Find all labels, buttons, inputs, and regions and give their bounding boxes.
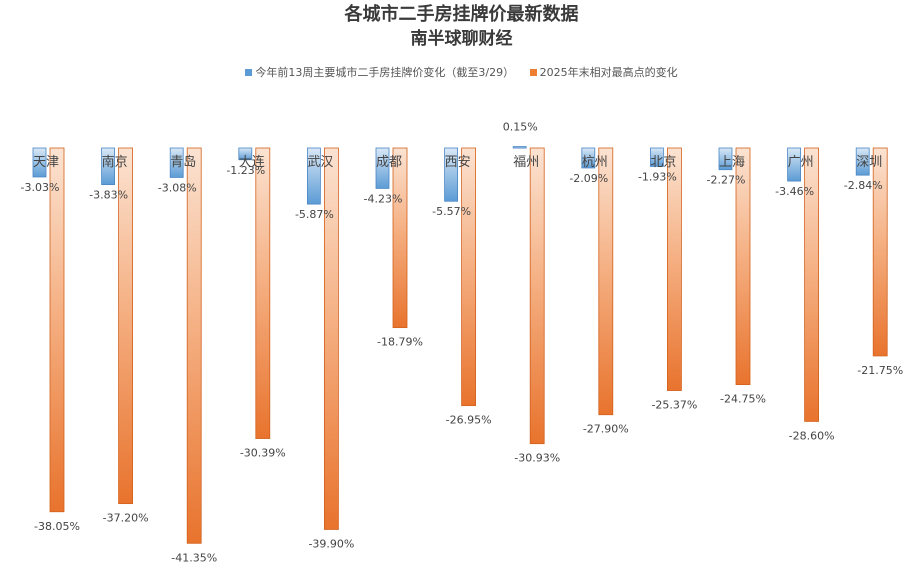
category-label-11: 广州 (788, 155, 814, 170)
bar-series-1-6 (444, 147, 459, 202)
data-label-series-2-5: -18.79% (377, 336, 423, 349)
chart-subtitle: 南半球聊财经 (410, 29, 513, 49)
bar-series-2-10 (735, 147, 751, 386)
data-label-series-1-12: -2.84% (844, 179, 883, 192)
data-label-series-2-1: -37.20% (103, 512, 149, 525)
data-label-series-1-9: -1.93% (638, 170, 677, 183)
data-label-series-2-9: -25.37% (651, 399, 697, 412)
category-label-4: 武汉 (307, 155, 333, 170)
legend-label-series-2: 2025年末相对最高点的变化 (539, 66, 678, 79)
category-label-6: 西安 (445, 155, 471, 170)
data-label-series-2-4: -39.90% (308, 537, 354, 550)
legend-swatch-series-2 (529, 68, 537, 76)
data-label-series-2-6: -26.95% (446, 414, 492, 427)
data-label-series-2-0: -38.05% (34, 520, 80, 533)
bar-series-2-7 (529, 147, 545, 445)
data-label-series-1-3: -1.23% (226, 164, 265, 177)
legend-swatch-series-1 (245, 68, 253, 76)
bar-series-1-9 (650, 147, 664, 167)
bar-series-2-12 (872, 147, 888, 357)
bar-series-2-8 (598, 147, 614, 416)
data-label-series-2-8: -27.90% (583, 423, 629, 436)
data-label-series-2-3: -30.39% (240, 447, 286, 460)
bar-series-1-2 (169, 147, 184, 178)
chart-title: 各城市二手房挂牌价最新数据 (344, 4, 579, 25)
bar-series-1-12 (855, 147, 870, 176)
chart-legend: 今年前13周主要城市二手房挂牌价变化（截至3/29） 2025年末相对最高点的变… (0, 64, 923, 80)
legend-item-series-2: 2025年末相对最高点的变化 (529, 64, 678, 80)
bar-series-1-10 (718, 147, 733, 171)
bar-series-2-0 (49, 147, 65, 513)
data-label-series-2-12: -21.75% (857, 364, 903, 377)
bar-series-1-0 (32, 147, 47, 178)
data-label-series-2-2: -41.35% (171, 551, 217, 564)
data-label-series-1-8: -2.09% (569, 172, 608, 185)
data-label-series-1-1: -3.83% (89, 189, 128, 202)
legend-item-series-1: 今年前13周主要城市二手房挂牌价变化（截至3/29） (245, 64, 514, 80)
bar-series-1-5 (375, 147, 390, 189)
data-label-series-1-10: -2.27% (707, 174, 746, 187)
bar-series-2-1 (118, 147, 133, 505)
bar-series-2-4 (323, 147, 339, 530)
bar-series-2-9 (667, 147, 682, 391)
data-label-series-1-11: -3.46% (775, 185, 814, 198)
bar-series-2-11 (804, 147, 819, 422)
category-label-3: 大连 (239, 154, 265, 170)
data-label-series-1-2: -3.08% (158, 181, 197, 194)
data-label-series-1-4: -5.87% (295, 208, 334, 221)
category-label-8: 杭州 (582, 155, 608, 170)
category-label-0: 天津 (33, 155, 59, 170)
legend-label-series-1: 今年前13周主要城市二手房挂牌价变化（截至3/29） (255, 66, 515, 79)
category-label-12: 深圳 (856, 155, 882, 170)
bar-series-2-5 (392, 147, 408, 329)
category-label-10: 上海 (719, 155, 745, 170)
bar-series-2-6 (461, 147, 477, 407)
bar-series-1-7 (512, 146, 527, 149)
category-label-5: 成都 (376, 155, 402, 170)
bar-series-1-8 (581, 147, 596, 169)
data-label-series-1-0: -3.03% (21, 181, 60, 194)
bar-series-1-11 (787, 147, 801, 182)
data-label-series-2-11: -28.60% (789, 429, 835, 442)
bar-series-1-1 (101, 147, 115, 186)
category-label-1: 南京 (102, 154, 128, 170)
category-label-2: 青岛 (170, 154, 196, 170)
data-label-series-1-6: -5.57% (432, 205, 471, 218)
bar-series-1-4 (306, 147, 321, 205)
data-label-series-1-5: -4.23% (364, 192, 403, 205)
data-label-series-2-10: -24.75% (720, 393, 766, 406)
data-label-series-1-7: 0.15% (503, 121, 538, 134)
bar-series-2-3 (255, 147, 271, 439)
data-label-series-2-7: -30.93% (514, 452, 560, 465)
category-label-7: 福州 (513, 155, 539, 170)
bar-series-2-2 (186, 147, 202, 544)
bar-series-1-3 (238, 147, 253, 161)
category-label-9: 北京 (650, 155, 676, 170)
